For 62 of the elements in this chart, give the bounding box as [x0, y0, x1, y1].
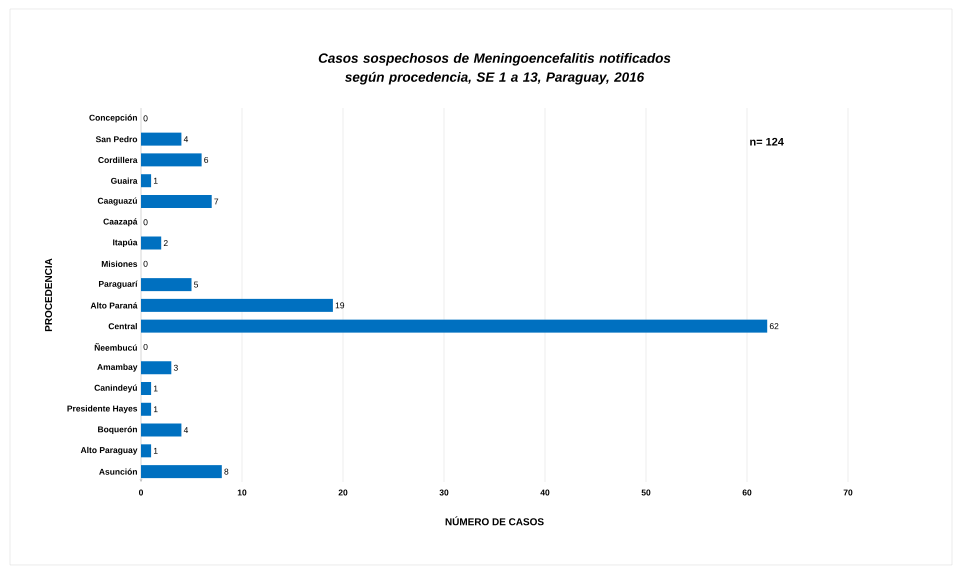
bar — [141, 194, 212, 208]
y-tick-label: Canindeyú — [94, 384, 137, 392]
data-label: 62 — [770, 323, 778, 330]
data-label: 1 — [154, 178, 158, 184]
x-tick-label: 30 — [439, 490, 448, 496]
x-tick-label: 20 — [338, 490, 348, 496]
data-label: 8 — [224, 468, 228, 475]
bar — [141, 278, 192, 292]
x-axis-title: NÚMERO DE CASOS — [446, 516, 544, 526]
y-tick-label: Alto Paraguay — [80, 446, 138, 455]
data-label: 4 — [184, 427, 188, 433]
y-tick-label: Paraguarí — [98, 280, 138, 289]
data-label: 0 — [144, 219, 148, 226]
bar — [141, 444, 152, 458]
x-tick-label: 50 — [642, 490, 650, 496]
data-label: 0 — [144, 115, 148, 122]
bar — [141, 132, 182, 146]
bar — [141, 236, 162, 250]
y-tick-label: Itapúa — [113, 239, 138, 248]
data-label: 3 — [174, 364, 178, 371]
data-label: 4 — [184, 136, 188, 142]
y-tick-label: Misiones — [102, 260, 138, 267]
y-tick-label: Presidente Hayes — [67, 405, 138, 414]
y-tick-label: Central — [108, 323, 137, 330]
y-tick-label: Concepción — [89, 114, 137, 122]
bar — [141, 361, 172, 374]
data-label: 1 — [154, 448, 158, 454]
data-label: 1 — [154, 406, 158, 412]
bar — [141, 153, 202, 166]
data-label: 5 — [194, 282, 198, 288]
x-tick-label: 40 — [540, 490, 550, 496]
bar — [141, 320, 768, 333]
y-axis-title: PROCEDENCIA — [44, 258, 52, 332]
chart-title: Casos sospechosos de Meningoencefalitis notificados según procedencia, SE 1 a 13, Paraguay, 2016 — [318, 53, 670, 84]
x-tick-label: 60 — [742, 490, 752, 496]
y-tick-label: Asunción — [99, 468, 137, 475]
x-tick-label: 10 — [238, 490, 246, 496]
y-tick-label: San Pedro — [96, 136, 138, 142]
x-tick-label: 0 — [138, 490, 144, 496]
y-tick-label: Ñeembucú — [94, 343, 137, 351]
data-label: 2 — [164, 240, 168, 246]
data-label: 19 — [336, 302, 344, 308]
data-label: 0 — [144, 260, 148, 267]
data-label: 7 — [214, 198, 218, 204]
annotation: n= 124 — [750, 138, 784, 146]
bar — [141, 424, 182, 437]
y-tick-label: Caazapá — [103, 218, 138, 226]
y-tick-label: Amambay — [97, 364, 138, 372]
data-label: 0 — [144, 344, 148, 350]
y-tick-label: Alto Paraná — [90, 302, 138, 309]
y-tick-label: Boquerón — [98, 426, 137, 434]
data-label: 6 — [204, 156, 208, 163]
y-tick-label: Caaguazú — [98, 197, 137, 206]
bar — [141, 298, 333, 312]
x-tick-label: 70 — [844, 490, 852, 496]
bar — [141, 402, 152, 416]
bar — [141, 174, 152, 188]
data-label: 1 — [154, 386, 158, 392]
bar — [141, 382, 152, 395]
y-tick-label: Guaira — [111, 178, 138, 184]
bar — [141, 465, 222, 478]
y-tick-label: Cordillera — [98, 156, 138, 164]
